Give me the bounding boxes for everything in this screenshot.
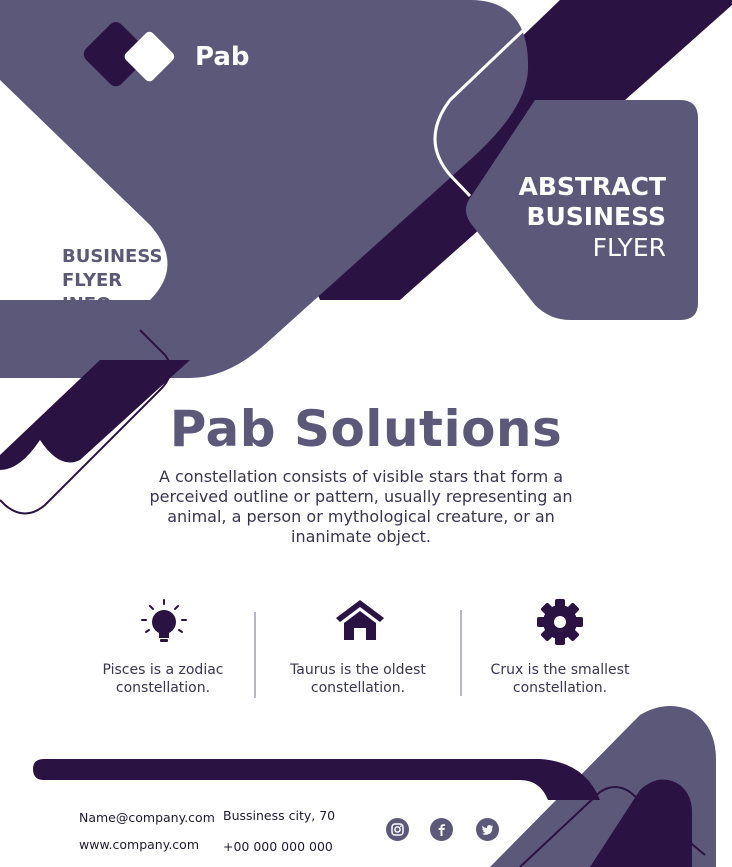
twitter-icon[interactable] — [476, 818, 499, 841]
contact-phone[interactable]: +00 000 000 000 — [223, 839, 333, 854]
contact-address: Bussiness city, 70 — [223, 808, 336, 823]
dark-lower-band — [0, 360, 190, 470]
tagline-regular: FLYER — [592, 233, 666, 262]
feature-text-3: Crux is the smallest constellation. — [475, 661, 645, 697]
facebook-icon[interactable] — [430, 818, 453, 841]
feature-text-2: Taurus is the oldest constellation. — [273, 661, 443, 697]
top-right-outline — [433, 0, 557, 198]
contact-website[interactable]: www.company.com — [79, 837, 199, 852]
bottom-right-dark — [590, 779, 692, 867]
divider — [460, 610, 462, 696]
tagline-line1: ABSTRACT — [518, 172, 666, 201]
bottom-bar — [33, 759, 600, 800]
tagline-bold: ABSTRACT BUSINESS — [519, 172, 666, 232]
contact-email[interactable]: Name@company.com — [79, 810, 215, 825]
lightbulb-icon — [136, 598, 192, 653]
logo-diamond-white — [124, 31, 175, 82]
feature-text-1: Pisces is a zodiac constellation. — [78, 661, 248, 697]
brand-name: Pab — [195, 42, 250, 72]
white-left-shape — [0, 80, 168, 300]
description: A constellation consists of visible star… — [149, 467, 573, 546]
headline: Pab Solutions — [169, 400, 563, 458]
feature-1-line2: constellation. — [115, 680, 211, 696]
feature-3-line2: constellation. — [512, 680, 608, 696]
left-outline-shape — [0, 329, 172, 515]
feature-3-line1: Crux is the smallest — [490, 662, 630, 678]
instagram-icon[interactable] — [386, 818, 409, 841]
home-icon — [332, 598, 388, 653]
divider — [254, 612, 256, 698]
logo-diamond-dark — [83, 22, 148, 87]
info-line2: FLYER — [62, 270, 123, 291]
info-line3: INFO — [62, 294, 112, 315]
tagline-shape — [466, 100, 698, 320]
feature-1-line1: Pisces is a zodiac — [102, 662, 224, 678]
tagline-line2: BUSINESS — [526, 202, 666, 231]
feature-2-line2: constellation. — [310, 680, 406, 696]
info-block: BUSINESS FLYER INFO — [62, 245, 162, 317]
bottom-outline — [519, 786, 706, 867]
gear-icon — [532, 598, 588, 653]
feature-2-line1: Taurus is the oldest — [290, 662, 426, 678]
info-line1: BUSINESS — [62, 246, 163, 267]
